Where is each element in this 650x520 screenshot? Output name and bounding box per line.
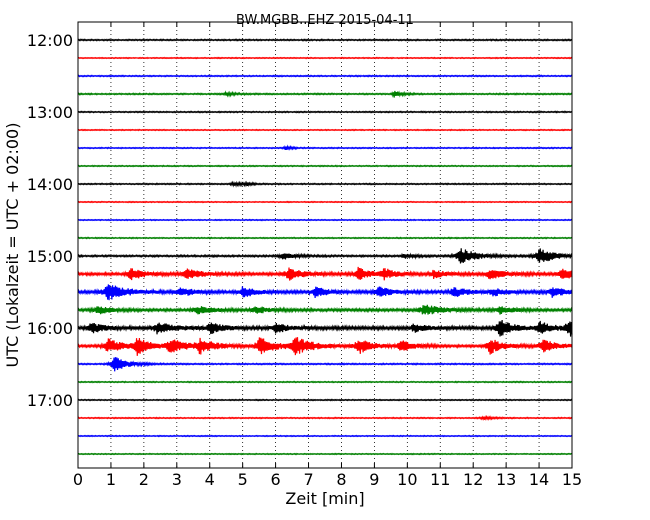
chart-title: BW.MGBB..EHZ 2015-04-11 xyxy=(236,13,414,28)
x-tick-label: 14 xyxy=(529,470,549,489)
x-tick-label: 13 xyxy=(496,470,516,489)
x-tick-label: 5 xyxy=(238,470,248,489)
tick-layer: 0 1 2 3 4 5 6 7 8 9 10 11 12 13 14 1512:0013:0014:0015:… xyxy=(27,22,582,489)
x-tick-label: 12 xyxy=(463,470,483,489)
x-tick-label: 6 xyxy=(271,470,281,489)
x-tick-label: 7 xyxy=(303,470,313,489)
x-tick-label: 15 xyxy=(562,470,582,489)
trace-1330 xyxy=(77,144,573,151)
trace-1445 xyxy=(77,236,573,240)
trace-1315 xyxy=(77,128,573,132)
x-tick-label: 3 xyxy=(172,470,182,489)
y-tick-label: 12:00 xyxy=(27,31,73,50)
trace-1300 xyxy=(77,110,573,114)
trace-1245 xyxy=(77,90,573,98)
x-tick-label: 10 xyxy=(397,470,417,489)
x-tick-label: 2 xyxy=(139,470,149,489)
x-tick-label: 4 xyxy=(205,470,215,489)
trace-1715 xyxy=(77,414,573,421)
trace-1530 xyxy=(77,284,573,301)
y-tick-label: 16:00 xyxy=(27,319,73,338)
y-tick-label: 13:00 xyxy=(27,103,73,122)
x-tick-label: 1 xyxy=(106,470,116,489)
trace-1215 xyxy=(77,56,573,60)
plot-frame xyxy=(77,21,573,469)
y-tick-label: 15:00 xyxy=(27,247,73,266)
trace-1500 xyxy=(77,248,573,264)
trace-1745 xyxy=(77,452,573,456)
trace-1615 xyxy=(77,337,573,356)
trace-1600 xyxy=(77,319,573,337)
trace-1345 xyxy=(77,164,573,168)
trace-1415 xyxy=(77,200,573,204)
trace-1630 xyxy=(77,357,573,372)
trace-1400 xyxy=(77,180,573,188)
trace-1700 xyxy=(77,398,573,402)
y-axis-label: UTC (Lokalzeit = UTC + 02:00) xyxy=(3,123,22,368)
trace-1730 xyxy=(77,434,573,438)
trace-1200 xyxy=(77,38,573,42)
y-tick-label: 17:00 xyxy=(27,391,73,410)
x-tick-label: 0 xyxy=(73,470,83,489)
trace-1545 xyxy=(77,304,573,315)
trace-1230 xyxy=(77,74,573,78)
x-axis-label: Zeit [min] xyxy=(285,489,364,508)
x-tick-label: 8 xyxy=(336,470,346,489)
x-tick-label: 11 xyxy=(430,470,450,489)
x-tick-label: 9 xyxy=(369,470,379,489)
trace-1645 xyxy=(77,380,573,384)
trace-layer xyxy=(77,38,573,456)
y-tick-label: 14:00 xyxy=(27,175,73,194)
trace-1430 xyxy=(77,218,573,222)
trace-1515 xyxy=(77,266,573,281)
